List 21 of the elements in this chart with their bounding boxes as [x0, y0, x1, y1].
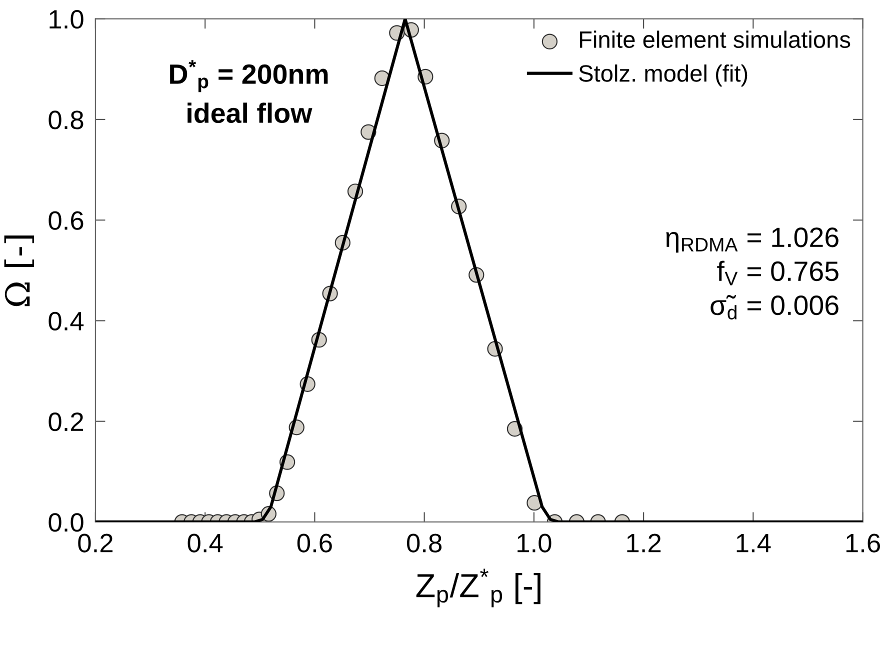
line-series: [95, 18, 863, 522]
x-tick-label: 1.0: [518, 534, 552, 552]
y-tick-label: 0.6: [48, 211, 84, 230]
y-tick-label: 0.8: [48, 110, 84, 130]
x-tick-label: 0.4: [188, 534, 223, 552]
x-axis-title: Z$_{p}$/Z$^{*}$$_{p}$ [-]: [416, 568, 540, 608]
x-tick-label: 1.6: [846, 534, 880, 552]
legend-label: Finite element simulations: [580, 30, 850, 48]
y-tick-label: 0.0: [48, 513, 84, 532]
x-tick-label: 1.4: [736, 534, 771, 552]
text: η$_{RDMA}$ = 1.026 f$_{V}$ = 0.765 σ̃$_{d}$ = 0.006: [666, 228, 838, 320]
x-tick-label: 1.2: [627, 534, 661, 552]
legend-label: Stolz. model (fit): [579, 64, 748, 86]
y-tick-label: 1.0: [50, 10, 84, 29]
y-axis-title: Ω [-]: [4, 236, 34, 306]
y-tick-label: 0.4: [48, 312, 84, 331]
x-tick-label: 0.2: [78, 534, 112, 552]
y-tick-label: 0.2: [48, 412, 84, 432]
x-tick-label: 0.8: [407, 534, 442, 552]
annotation: D$^{*}$$_{p}$ = 200nm ideal flow: [170, 60, 328, 124]
x-tick-label: 0.6: [297, 534, 332, 552]
